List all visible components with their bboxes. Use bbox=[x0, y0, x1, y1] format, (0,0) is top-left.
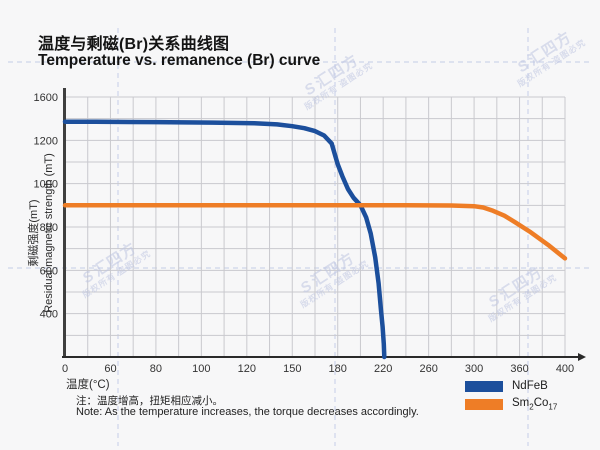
x-axis-arrow-icon bbox=[578, 353, 586, 361]
x-tick-label: 220 bbox=[374, 363, 392, 375]
x-tick-label: 80 bbox=[150, 363, 162, 375]
page-title-en: Temperature vs. remanence (Br) curve bbox=[38, 52, 321, 69]
legend-label-smco: Sm2Co17 bbox=[512, 397, 557, 411]
x-tick-label: 100 bbox=[192, 363, 210, 375]
y-tick-label: 800 bbox=[40, 222, 58, 234]
x-tick-label: 360 bbox=[510, 363, 528, 375]
curve-sm2co17 bbox=[62, 203, 568, 261]
legend-label-smco-sub1: 2 bbox=[529, 402, 534, 412]
note-zh: 注：温度增高，扭矩相应减小。 bbox=[76, 395, 223, 407]
y-tick-label: 600 bbox=[40, 265, 58, 277]
legend-label-smco-mid: Co bbox=[533, 397, 549, 409]
legend-swatch-smco bbox=[465, 398, 503, 410]
x-tick-label: 0 bbox=[62, 363, 68, 375]
legend-item-ndfeb: NdFeB bbox=[465, 380, 557, 392]
legend-label-smco-sub2: 17 bbox=[548, 402, 558, 412]
x-tick-label: 300 bbox=[465, 363, 483, 375]
x-axis-title: 温度(°C) bbox=[66, 379, 110, 391]
x-tick-label: 120 bbox=[238, 363, 256, 375]
x-tick-label: 400 bbox=[556, 363, 574, 375]
curve-ndfeb bbox=[62, 119, 387, 360]
legend-label-ndfeb: NdFeB bbox=[512, 380, 548, 392]
y-tick-label: 1000 bbox=[34, 179, 58, 191]
y-axis-title: 剩磁强度(mT) Residual magnetic strength (mT) bbox=[24, 103, 60, 363]
y-axis-title-zh: 剩磁强度(mT) bbox=[28, 199, 40, 267]
y-tick-label: 1600 bbox=[34, 92, 58, 104]
page-title-zh: 温度与剩磁(Br)关系曲线图 bbox=[38, 36, 230, 53]
y-tick-label: 1200 bbox=[34, 135, 58, 147]
legend-label-smco-pre: Sm bbox=[512, 397, 530, 409]
x-tick-label: 150 bbox=[283, 363, 301, 375]
y-tick-label: 400 bbox=[40, 309, 58, 321]
x-tick-label: 60 bbox=[104, 363, 116, 375]
x-tick-label: 180 bbox=[329, 363, 347, 375]
legend-item-smco: Sm2Co17 bbox=[465, 397, 557, 411]
legend: NdFeB Sm2Co17 bbox=[465, 380, 557, 411]
note-en: Note: As the temperature increases, the … bbox=[76, 406, 419, 418]
y-axis-title-en: Residual magnetic strength (mT) bbox=[43, 153, 55, 313]
x-tick-label: 260 bbox=[419, 363, 437, 375]
legend-swatch-ndfeb bbox=[465, 380, 503, 392]
